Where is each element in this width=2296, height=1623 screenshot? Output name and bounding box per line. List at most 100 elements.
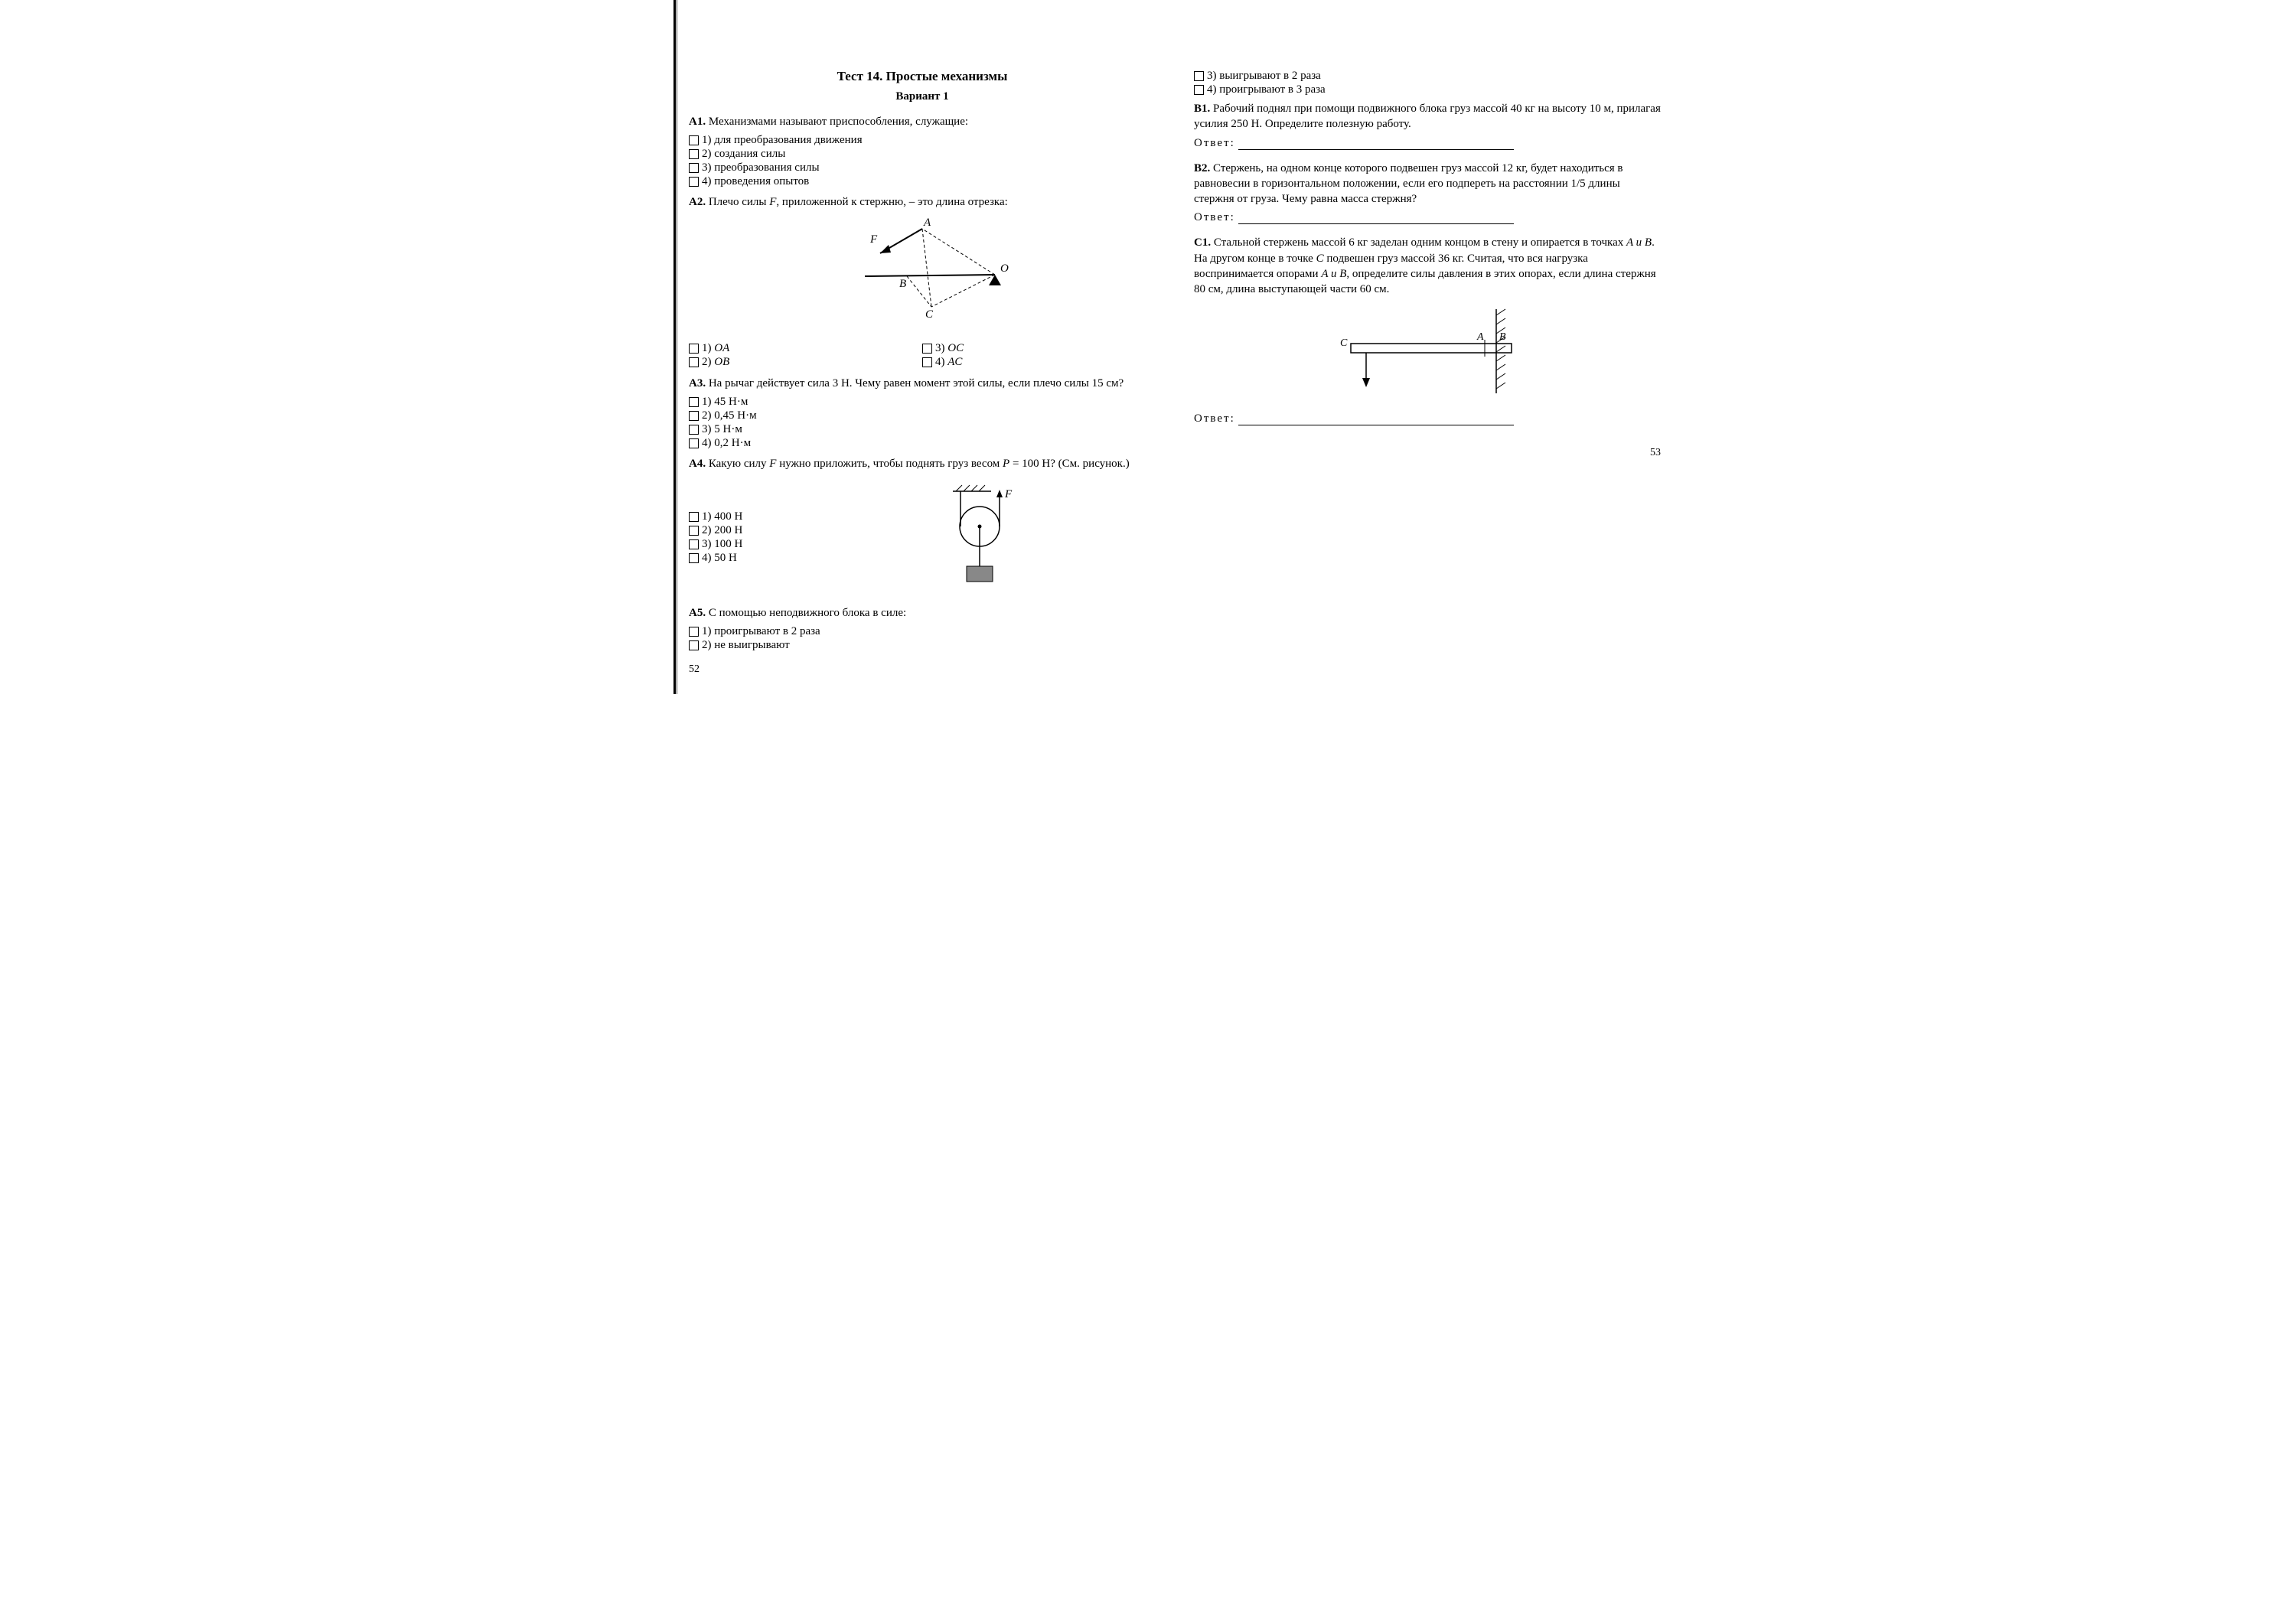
weight-block — [967, 566, 993, 582]
q-text: , приложенной к стержню, – это длина отр… — [776, 196, 1007, 208]
checkbox-icon[interactable] — [689, 539, 699, 549]
a2-opt4: 4) AC — [922, 356, 1156, 369]
label-c: C — [1340, 337, 1348, 349]
q-text: Стальной стержень массой 6 кг заделан од… — [1211, 236, 1626, 249]
option-text: 2) 0,45 Н·м — [702, 409, 757, 422]
checkbox-icon[interactable] — [689, 135, 699, 145]
question-a2: А2. Плечо силы F, приложенной к стержню,… — [689, 194, 1156, 210]
test-title: Тест 14. Простые механизмы — [689, 69, 1156, 84]
arrowhead-icon — [996, 490, 1003, 497]
a3-opt2: 2) 0,45 Н·м — [689, 409, 1156, 422]
checkbox-icon[interactable] — [689, 411, 699, 421]
checkbox-icon[interactable] — [689, 425, 699, 435]
a4-opt4: 4) 50 Н — [689, 552, 811, 565]
a2-options: 1) OA 2) OB 3) OC 4) AC — [689, 341, 1156, 370]
beam-wall-diagram: A B C — [1313, 301, 1542, 401]
a1-opt2: 2) создания силы — [689, 148, 1156, 161]
pulley-diagram: F⃗ — [922, 481, 1045, 588]
checkbox-icon[interactable] — [689, 357, 699, 367]
arrowhead-icon — [880, 245, 891, 253]
question-a5: А5. С помощью неподвижного блока в силе: — [689, 605, 1156, 621]
q-text: Какую силу — [706, 458, 769, 470]
checkbox-icon[interactable] — [922, 344, 932, 354]
checkbox-icon[interactable] — [689, 640, 699, 650]
a1-opt3: 3) преобразования силы — [689, 161, 1156, 174]
checkbox-icon[interactable] — [689, 438, 699, 448]
option-text: 2) OB — [702, 356, 729, 369]
a3-opt3: 3) 5 Н·м — [689, 423, 1156, 436]
option-text: 2) не выигрывают — [702, 639, 790, 652]
dash-bc — [907, 276, 931, 307]
checkbox-icon[interactable] — [689, 177, 699, 187]
a5-opt1: 1) проигрывают в 2 раза — [689, 625, 1156, 638]
option-text: 1) 45 Н·м — [702, 396, 748, 409]
checkbox-icon[interactable] — [689, 512, 699, 522]
a3-opt4: 4) 0,2 Н·м — [689, 437, 1156, 450]
a2-opt3: 3) OC — [922, 342, 1156, 355]
option-text: 4) 50 Н — [702, 552, 737, 565]
a2-figure: A B O C F⃗ — [689, 215, 1156, 334]
checkbox-icon[interactable] — [1194, 85, 1204, 95]
checkbox-icon[interactable] — [689, 526, 699, 536]
a4-opt2: 2) 200 Н — [689, 524, 811, 537]
q-label: В1. — [1194, 103, 1210, 115]
question-a4: А4. Какую силу F нужно приложить, чтобы … — [689, 456, 1156, 471]
dash-oc — [931, 275, 995, 307]
q-label: В2. — [1194, 162, 1210, 174]
question-a3: А3. На рычаг действует сила 3 Н. Чему ра… — [689, 376, 1156, 391]
b1-answer: Ответ: — [1194, 137, 1661, 150]
page-number-right: 53 — [1650, 447, 1661, 459]
option-text: 4) проигрывают в 3 раза — [1207, 83, 1326, 96]
q-var: P — [1003, 458, 1009, 470]
label-a: A — [1476, 331, 1484, 343]
question-b1: В1. Рабочий поднял при помощи подвижного… — [1194, 101, 1661, 132]
checkbox-icon[interactable] — [689, 344, 699, 354]
page-spread: Тест 14. Простые механизмы Вариант 1 А1.… — [612, 0, 1684, 694]
answer-label: Ответ: — [1194, 137, 1235, 149]
option-text: 3) преобразования силы — [702, 161, 820, 174]
checkbox-icon[interactable] — [689, 627, 699, 637]
a4-opt1: 1) 400 Н — [689, 510, 811, 523]
label-f: F⃗ — [869, 233, 886, 246]
checkbox-icon[interactable] — [922, 357, 932, 367]
a5-opt4: 4) проигрывают в 3 раза — [1194, 83, 1661, 96]
question-a1: А1. Механизмами называют приспособления,… — [689, 114, 1156, 129]
option-text: 1) для преобразования движения — [702, 134, 863, 147]
option-text: 3) 5 Н·м — [702, 423, 742, 436]
dash-ac — [922, 229, 931, 307]
checkbox-icon[interactable] — [1194, 71, 1204, 81]
answer-label: Ответ: — [1194, 211, 1235, 223]
answer-underline[interactable] — [1238, 149, 1514, 150]
option-text: 1) проигрывают в 2 раза — [702, 625, 820, 638]
q-text: С помощью неподвижного блока в силе: — [706, 607, 906, 619]
a4-figure: F⃗ — [811, 481, 1156, 592]
c1-figure: A B C — [1194, 301, 1661, 405]
option-text: 1) OA — [702, 342, 729, 355]
label-c: C — [925, 308, 934, 321]
c1-answer: Ответ: — [1194, 412, 1661, 425]
fulcrum-icon — [989, 275, 1001, 285]
left-page: Тест 14. Простые механизмы Вариант 1 А1.… — [689, 69, 1156, 671]
checkbox-icon[interactable] — [689, 553, 699, 563]
q-text: = 100 Н? (См. рисунок.) — [1009, 458, 1130, 470]
q-text: На рычаг действует сила 3 Н. Чему равен … — [706, 377, 1124, 389]
q-text: нужно приложить, чтобы поднять груз весо… — [776, 458, 1003, 470]
question-b2: В2. Стержень, на одном конце которого по… — [1194, 161, 1661, 207]
checkbox-icon[interactable] — [689, 397, 699, 407]
option-text: 4) AC — [935, 356, 962, 369]
q-label: А5. — [689, 607, 706, 619]
b2-answer: Ответ: — [1194, 211, 1661, 224]
lever-diagram: A B O C F⃗ — [823, 215, 1022, 330]
checkbox-icon[interactable] — [689, 163, 699, 173]
book-spine — [673, 0, 676, 694]
a4-row: 1) 400 Н 2) 200 Н 3) 100 Н 4) 50 Н — [689, 476, 1156, 599]
rod-line — [865, 275, 995, 276]
wall-hatch — [1496, 309, 1505, 389]
answer-underline[interactable] — [1238, 223, 1514, 224]
variant-subtitle: Вариант 1 — [689, 90, 1156, 103]
q-label: А4. — [689, 458, 706, 470]
page-number-left: 52 — [689, 663, 700, 676]
checkbox-icon[interactable] — [689, 149, 699, 159]
a3-opt1: 1) 45 Н·м — [689, 396, 1156, 409]
question-c1: С1. Стальной стержень массой 6 кг задела… — [1194, 235, 1661, 297]
